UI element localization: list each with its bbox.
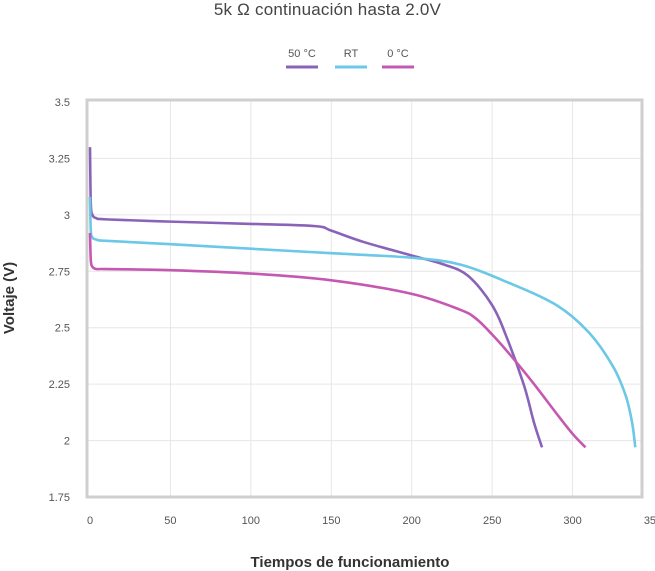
chart-title: 5k Ω continuación hasta 2.0V [213,0,442,19]
grid-lines [87,100,642,497]
series-lines [88,147,637,449]
y-axis-label: Voltaje (V) [1,262,18,334]
x-tick-label: 300 [563,515,581,527]
x-tick-label: 0 [87,515,93,527]
x-axis-label: Tiempos de funcionamiento [251,554,450,571]
y-tick-label: 2.25 [49,379,70,391]
plot-frame [85,98,644,499]
x-tick-label: 150 [322,515,340,527]
y-tick-label: 3.5 [55,97,70,109]
y-tick-label: 2.5 [55,323,70,335]
legend: 50 °C RT 0 °C [286,48,414,69]
legend-label: 50 °C [288,48,316,60]
legend-label: 0 °C [387,48,409,60]
y-tick-label: 1.75 [49,492,70,504]
series-line [88,147,544,448]
x-tick-label: 250 [483,515,501,527]
x-tick-label: 100 [242,515,260,527]
x-tick-label: 350 [644,515,655,527]
y-tick-labels: 1.75 2 2.25 2.5 2.75 3 3.25 3.5 [49,97,70,504]
series-line [88,196,637,448]
y-tick-label: 2.75 [49,266,70,278]
x-tick-label: 200 [403,515,421,527]
series-line [88,232,587,449]
x-tick-label: 50 [164,515,176,527]
legend-label: RT [344,48,359,60]
y-tick-label: 3 [64,210,70,222]
x-tick-labels: 0 50 100 150 200 250 300 350 [87,515,655,527]
y-tick-label: 3.25 [49,153,70,165]
y-tick-label: 2 [64,436,70,448]
